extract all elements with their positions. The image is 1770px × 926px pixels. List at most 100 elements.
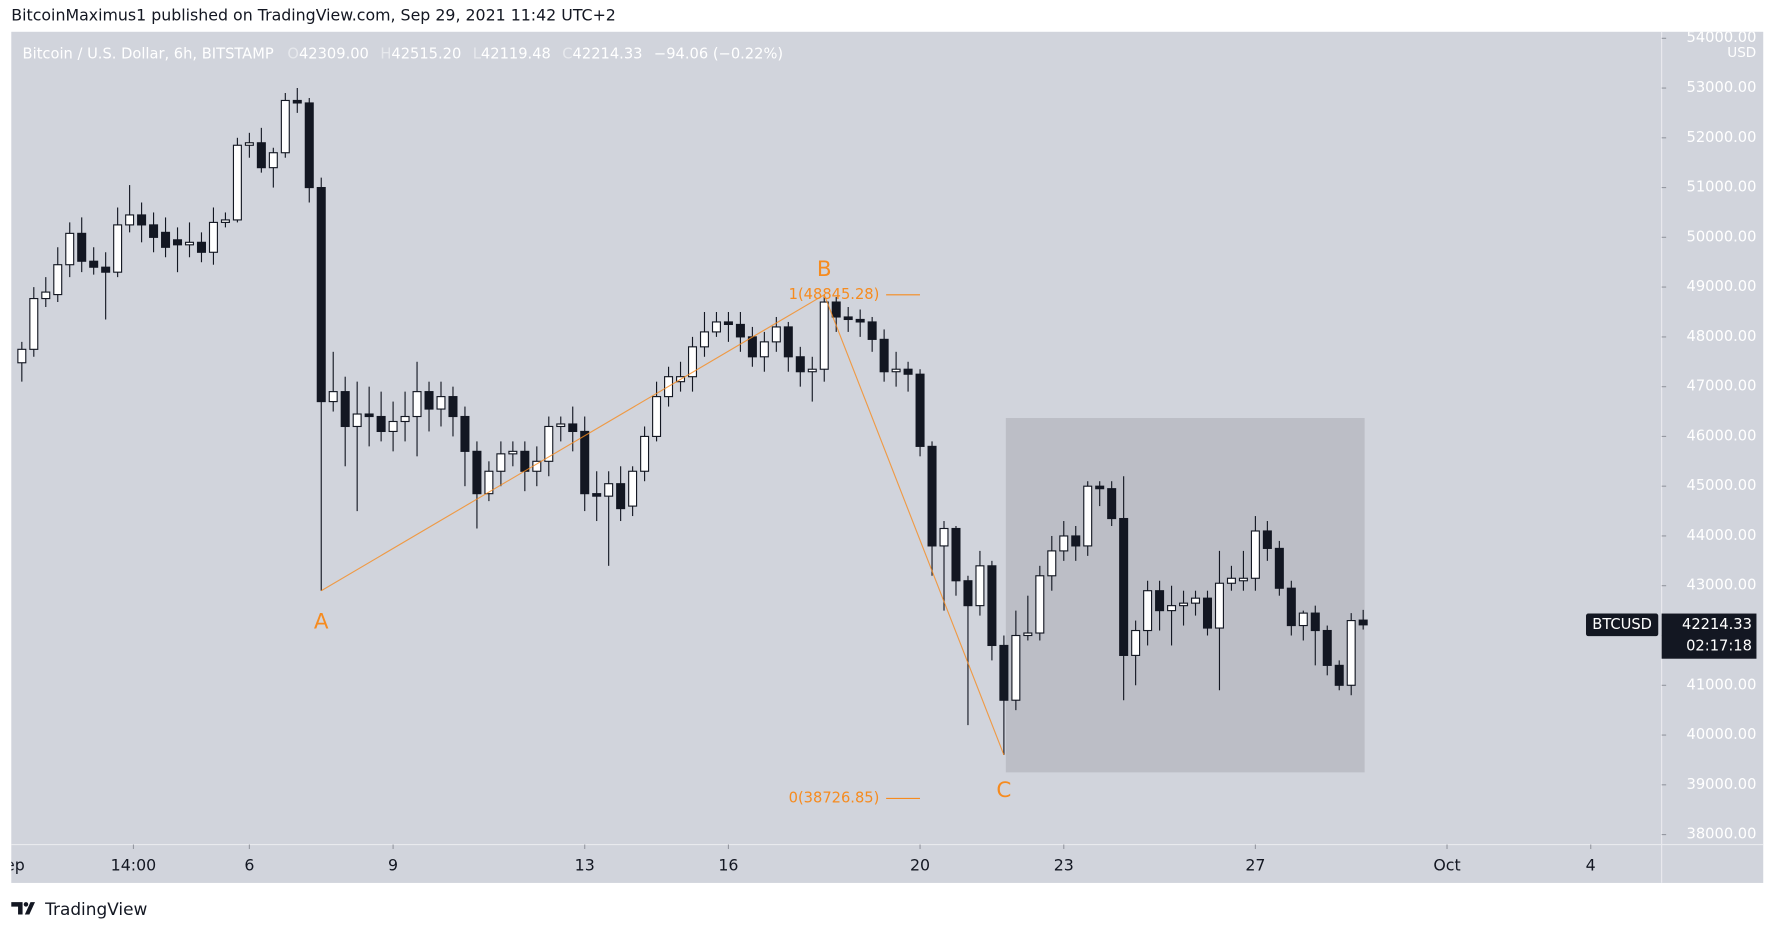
legend-change: −94.06 (−0.22%) [654,45,783,62]
candle-body [1190,597,1201,604]
candle-body [424,391,434,410]
legend-value: 42214.33 [573,45,643,62]
legend-key: O [287,45,299,62]
candle-body [292,99,302,104]
candle-body [89,260,99,268]
y-tick-label: 41000.00 [1687,676,1757,693]
candle-body [1131,629,1141,656]
candle-body [1298,612,1308,627]
legend-value: 42119.48 [481,45,551,62]
wave-label: A [314,609,329,634]
y-tick-label: 43000.00 [1687,577,1757,594]
candle-body [65,232,75,266]
candle-body [568,423,578,433]
candle-body [436,396,446,410]
legend-key: C [562,45,572,62]
candle-body [1011,634,1021,701]
candle-body [340,391,350,428]
y-tick-label: 51000.00 [1687,179,1757,196]
symbol-tag: BTCUSD [1592,616,1652,633]
candle-body [1286,587,1296,627]
candle-body [735,323,745,338]
y-tick-label: 50000.00 [1687,228,1757,245]
candle-body [304,102,314,189]
x-tick-label: 20 [910,855,930,874]
candle-body [508,450,518,455]
y-tick-label: 49000.00 [1687,278,1757,295]
candle-body [783,326,793,358]
candle-body [771,326,781,343]
candle-body [316,187,326,403]
candle-body [1262,530,1272,549]
candle-body [472,450,482,495]
candle-body [1155,590,1165,612]
candle-body [1202,597,1213,629]
candle-body [173,239,183,246]
y-tick-label: 53000.00 [1687,79,1757,96]
candle-body [113,224,123,273]
legend: Bitcoin / U.S. Dollar, 6h, BITSTAMP O423… [23,45,784,62]
candle-body [196,241,206,253]
fib-label: 1(48845.28) [789,286,880,303]
candle-body [1179,602,1189,607]
candle-body [640,435,650,472]
wave-line [320,293,1005,756]
plot-area: A B C 1(48845.28) 0(38726.85) [17,88,1368,806]
candle-body [855,318,865,323]
candle-body [1167,605,1177,612]
candle-body [604,483,614,497]
y-tick-label: 46000.00 [1687,427,1757,444]
candle-body [184,241,195,246]
candle-body [867,321,877,340]
candle-body [484,470,494,495]
range-box [1005,418,1365,773]
candle-body [687,346,698,378]
candle-body [256,142,266,169]
y-tick-label: 54000.00 [1687,29,1757,46]
y-tick-label: 44000.00 [1687,527,1757,544]
candle-body [987,565,997,647]
x-tick-label: 13 [575,855,595,874]
candle-body [412,391,422,418]
candle-body [819,301,829,370]
candle-body [843,316,853,321]
candle-body [1107,488,1117,520]
candle-body [41,291,51,300]
candle-body [101,266,111,273]
candle-body [77,232,87,262]
candle-body [17,348,27,364]
fib-label: 0(38726.85) [789,789,880,806]
legend-value: 42309.00 [299,45,369,62]
candle-body [125,214,135,226]
candle-body [580,430,590,495]
candle-body [448,396,458,418]
candle-body [1047,550,1057,577]
candle-body [723,321,733,326]
x-tick-label: 14:00 [111,855,157,874]
candle-body [364,413,374,418]
candle-body [1322,629,1332,666]
y-tick-label: 40000.00 [1687,726,1757,743]
wave-label: C [996,778,1011,803]
candle-body [891,368,901,373]
candle-body [831,301,841,318]
candle-body [1059,535,1069,552]
x-tick-label: 16 [718,855,738,874]
candle-body [161,231,171,248]
tradingview-logo [11,902,35,915]
candle-body [520,450,530,472]
candle-body [652,396,662,437]
candle-body [1358,619,1368,626]
candle-body [328,391,338,403]
candle-body [628,470,638,507]
symbol-tag-bg [1586,613,1659,637]
candle-body [1095,485,1105,490]
candle-body [208,221,218,253]
candle-body [1238,577,1248,582]
logo-icon [11,902,35,915]
candle-body [975,565,985,607]
price-tag: 42214.33 [1682,616,1752,633]
candle-body [999,644,1009,701]
candle-body [699,331,709,348]
